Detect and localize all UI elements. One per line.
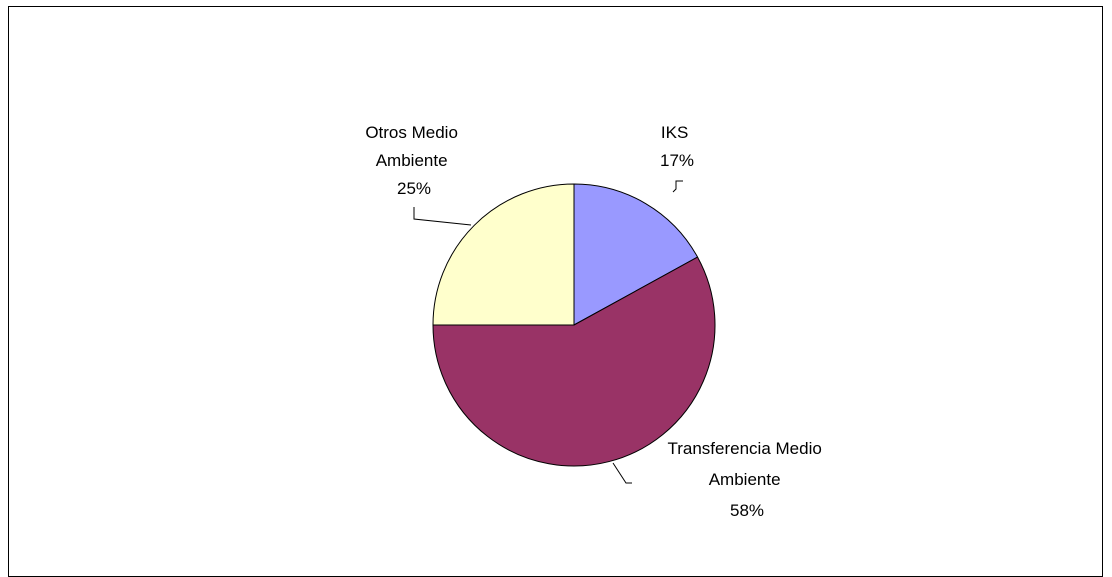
pie-slice-otros-medio-ambiente <box>432 183 575 326</box>
label-iks-line-2: 17% <box>660 151 694 170</box>
leader-lines <box>413 180 683 484</box>
label-transferencia-medio-ambiente: Transferencia Medio Ambiente 58% <box>667 439 826 520</box>
label-otros-line-3: 25% <box>397 179 431 198</box>
label-otros-medio-ambiente: Otros Medio Ambiente 25% <box>365 123 462 198</box>
pie-slices <box>432 183 716 467</box>
leader-line-transferencia-medio-ambiente <box>612 462 632 484</box>
pie-slice-transferencia-medio-ambiente <box>432 256 716 467</box>
pie-slice-iks <box>573 183 699 326</box>
label-iks-line-1: IKS <box>661 123 688 142</box>
label-transferencia-line-1: Transferencia Medio <box>667 439 821 458</box>
label-iks: IKS 17% <box>660 123 694 170</box>
leader-line-iks <box>672 180 683 193</box>
pie-chart: IKS 17% Transferencia Medio Ambiente 58%… <box>365 123 826 520</box>
label-otros-line-1: Otros Medio <box>365 123 458 142</box>
label-otros-line-2: Ambiente <box>376 151 448 170</box>
label-transferencia-line-3: 58% <box>730 501 764 520</box>
label-transferencia-line-2: Ambiente <box>709 470 781 489</box>
leader-line-otros-medio-ambiente <box>413 207 472 226</box>
